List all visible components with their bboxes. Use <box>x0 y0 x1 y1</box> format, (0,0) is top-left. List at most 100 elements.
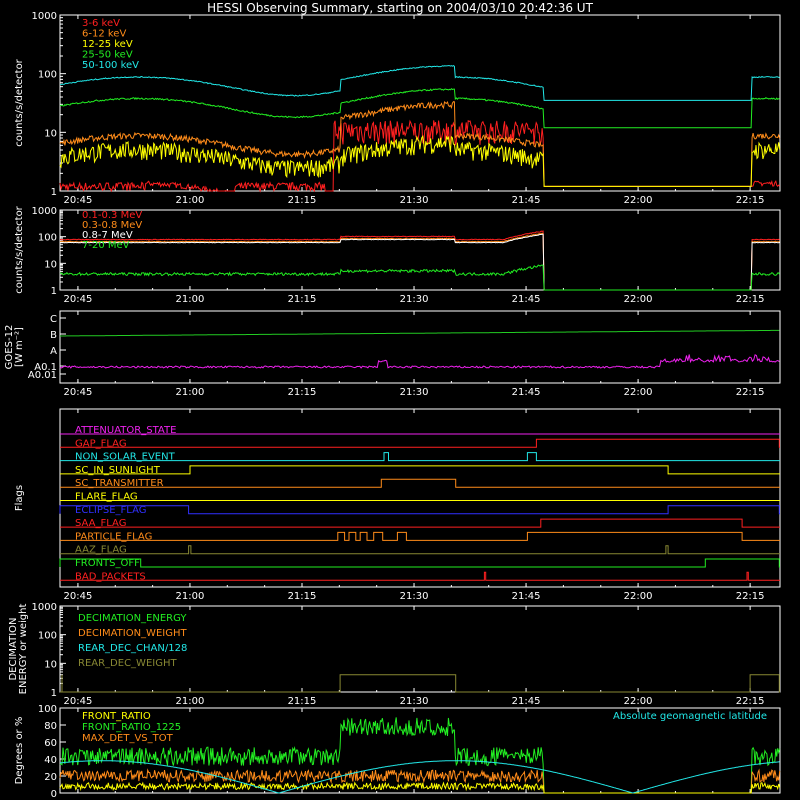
legend-decim-0: DECIMATION_ENERGY <box>78 613 187 624</box>
y-axis-label-goes: GOES-12 <box>4 325 15 370</box>
x-tick-label-decim: 20:45 <box>64 696 93 707</box>
x-tick-label-decim: 22:15 <box>736 696 765 707</box>
legend-highE-3: 7-20 MeV <box>82 240 130 251</box>
y-axis-label-highE: counts/s/detector <box>14 205 25 293</box>
y-tick-label-decim: 100 <box>38 631 57 642</box>
series-line-6-12-kev <box>59 101 781 187</box>
flag-label-bad-packets: BAD_PACKETS <box>75 571 146 582</box>
x-tick-label-flags: 20:45 <box>64 591 93 602</box>
y-tick-label-ratio: 0 <box>51 789 57 800</box>
legend-lowE-1: 6-12 keV <box>82 29 126 40</box>
series-line-front-ratio <box>59 781 781 794</box>
legend-ratio-0: FRONT_RATIO <box>82 711 151 722</box>
flag-label-flare-flag: FLARE_FLAG <box>75 492 138 503</box>
y-tick-label-ratio: 60 <box>44 738 57 749</box>
y-tick-label-lowE: 1000 <box>32 11 57 22</box>
y-tick-label-decim: 1000 <box>32 602 57 613</box>
panel-frame-flags <box>59 408 781 588</box>
y-tick-label-highE: 10 <box>44 259 57 270</box>
flag-label-sc-in-sunlight: SC_IN_SUNLIGHT <box>75 465 161 476</box>
x-tick-label-flags: 22:15 <box>736 591 765 602</box>
panel-frame-ratio <box>59 707 781 794</box>
flag-label-sc-transmitter: SC_TRANSMITTER <box>75 478 164 489</box>
x-tick-label-lowE: 21:30 <box>400 195 429 206</box>
flag-line-particle-flag <box>60 531 780 541</box>
legend-lowE-0: 3-6 keV <box>82 18 120 29</box>
flag-label-gap-flag: GAP_FLAG <box>75 438 127 449</box>
legend-decim-3: REAR_DEC_WEIGHT <box>78 658 177 669</box>
x-tick-label-lowE: 20:45 <box>64 195 93 206</box>
y-tick-label-lowE: 10 <box>44 128 57 139</box>
legend-lowE-4: 50-100 keV <box>82 60 139 71</box>
y-tick-label-goes: A0.01 <box>28 370 57 381</box>
series-line-0-3-0-8-mev <box>59 232 780 291</box>
y-axis-label-decim: DECIMATION <box>8 617 19 680</box>
flag-line-saa-flag <box>60 518 780 528</box>
panel-frame-goes <box>59 310 781 384</box>
y-tick-label-ratio: 100 <box>38 704 57 715</box>
y-tick-label-lowE: 1 <box>51 187 57 198</box>
y-tick-label-highE: 1000 <box>32 206 57 217</box>
annotation-geomagnetic-latitude: Absolute geomagnetic latitude <box>613 711 767 722</box>
x-tick-label-decim: 21:45 <box>512 696 541 707</box>
series-line-goes-long <box>60 329 780 337</box>
y-tick-label-lowE: 100 <box>38 70 57 81</box>
series-line-12-25-kev <box>59 135 781 187</box>
y-axis-label-lowE: counts/s/detector <box>14 58 25 146</box>
x-tick-label-decim: 21:00 <box>176 696 205 707</box>
x-tick-label-flags: 21:30 <box>400 591 429 602</box>
y-tick-label-ratio: 40 <box>44 755 57 766</box>
flag-line-bad-packets <box>60 571 780 581</box>
x-tick-label-highE: 21:00 <box>176 294 205 305</box>
flag-label-non-solar-event: NON_SOLAR_EVENT <box>75 452 176 463</box>
legend-highE-0: 0.1-0.3 MeV <box>82 210 142 221</box>
legend-highE-2: 0.8-7 MeV <box>82 230 133 241</box>
flag-line-aaz-flag <box>60 545 780 555</box>
flag-label-attenuator-state: ATTENUATOR_STATE <box>75 425 176 436</box>
x-tick-label-highE: 22:00 <box>624 294 653 305</box>
series-line-0-8-7-mev <box>59 233 780 291</box>
x-tick-label-highE: 21:45 <box>512 294 541 305</box>
x-tick-label-goes: 21:30 <box>400 387 429 398</box>
flag-label-saa-flag: SAA_FLAG <box>75 518 126 529</box>
x-tick-label-decim: 22:00 <box>624 696 653 707</box>
x-tick-label-goes: 21:15 <box>288 387 317 398</box>
y-axis-label-goes-units: [W m⁻²] <box>14 327 25 367</box>
legend-ratio-2: MAX_DET_VS_TOT <box>82 733 174 744</box>
flag-line-fronts-off <box>59 558 780 568</box>
y-tick-label-decim: 10 <box>44 659 57 670</box>
y-tick-label-decim: 1 <box>51 688 57 699</box>
x-tick-label-decim: 21:15 <box>288 696 317 707</box>
y-tick-label-goes: A0.1 <box>34 362 57 373</box>
x-tick-label-lowE: 21:15 <box>288 195 317 206</box>
flag-line-sc-transmitter <box>60 478 780 488</box>
flag-label-eclipse-flag: ECLIPSE_FLAG <box>75 505 146 516</box>
y-tick-label-highE: 1 <box>51 286 57 297</box>
flag-line-non-solar-event <box>60 452 780 462</box>
y-axis-label-ratio: Degrees or % <box>14 717 25 785</box>
x-tick-label-highE: 21:30 <box>400 294 429 305</box>
y-axis-label-flags: Flags <box>14 485 25 511</box>
panel-frame-lowE <box>59 14 781 192</box>
x-tick-label-highE: 22:15 <box>736 294 765 305</box>
x-tick-label-lowE: 21:00 <box>176 195 205 206</box>
x-tick-label-flags: 21:00 <box>176 591 205 602</box>
flag-label-fronts-off: FRONTS_OFF <box>75 558 140 569</box>
series-line-goes-short <box>59 354 780 369</box>
legend-highE-1: 0.3-0.8 MeV <box>82 220 142 231</box>
legend-decim-1: DECIMATION_WEIGHT <box>78 628 187 639</box>
legend-lowE-2: 12-25 keV <box>82 39 133 50</box>
x-tick-label-goes: 20:45 <box>64 387 93 398</box>
x-tick-label-highE: 21:15 <box>288 294 317 305</box>
series-line-rear-dec-weight <box>60 674 780 693</box>
panel-frame-decim <box>59 605 781 693</box>
y-tick-label-highE: 100 <box>38 233 57 244</box>
flag-label-particle-flag: PARTICLE_FLAG <box>75 531 152 542</box>
x-tick-label-goes: 22:15 <box>736 387 765 398</box>
series-line-50-100-kev <box>59 65 780 101</box>
y-tick-label-ratio: 80 <box>44 721 57 732</box>
x-tick-label-goes: 21:00 <box>176 387 205 398</box>
x-tick-label-decim: 21:30 <box>400 696 429 707</box>
series-line-25-50-kev <box>59 88 780 129</box>
